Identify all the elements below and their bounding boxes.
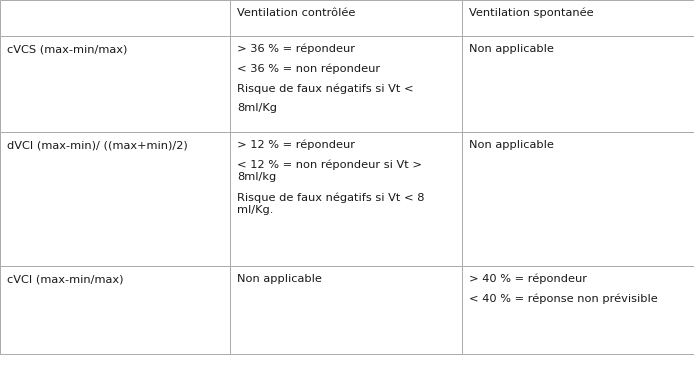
Text: < 40 % = réponse non prévisible: < 40 % = réponse non prévisible xyxy=(469,294,658,304)
Bar xyxy=(230,266,462,354)
Text: 8ml/kg: 8ml/kg xyxy=(237,172,276,182)
Bar xyxy=(462,0,694,36)
Text: < 36 % = non répondeur: < 36 % = non répondeur xyxy=(237,64,380,74)
Text: 8ml/Kg: 8ml/Kg xyxy=(237,103,277,113)
Bar xyxy=(462,266,694,354)
Text: > 36 % = répondeur: > 36 % = répondeur xyxy=(237,44,355,55)
Text: > 12 % = répondeur: > 12 % = répondeur xyxy=(237,140,355,150)
Text: Non applicable: Non applicable xyxy=(237,274,322,284)
Text: dVCI (max-min)/ ((max+min)/2): dVCI (max-min)/ ((max+min)/2) xyxy=(7,140,188,150)
Bar xyxy=(0,0,230,36)
Text: Ventilation spontanée: Ventilation spontanée xyxy=(469,8,593,18)
Bar xyxy=(0,36,230,132)
Bar xyxy=(0,266,230,354)
Text: ml/Kg.: ml/Kg. xyxy=(237,205,273,215)
Text: Risque de faux négatifs si Vt <: Risque de faux négatifs si Vt < xyxy=(237,83,414,94)
Bar xyxy=(462,132,694,266)
Text: < 12 % = non répondeur si Vt >: < 12 % = non répondeur si Vt > xyxy=(237,160,422,170)
Text: cVCI (max-min/max): cVCI (max-min/max) xyxy=(7,274,124,284)
Bar xyxy=(230,0,462,36)
Bar xyxy=(230,132,462,266)
Text: Ventilation contrôlée: Ventilation contrôlée xyxy=(237,8,355,18)
Text: Non applicable: Non applicable xyxy=(469,140,554,150)
Bar xyxy=(230,36,462,132)
Text: > 40 % = répondeur: > 40 % = répondeur xyxy=(469,274,587,284)
Bar xyxy=(0,132,230,266)
Text: cVCS (max-min/max): cVCS (max-min/max) xyxy=(7,44,128,54)
Text: Risque de faux négatifs si Vt < 8: Risque de faux négatifs si Vt < 8 xyxy=(237,192,425,203)
Text: Non applicable: Non applicable xyxy=(469,44,554,54)
Bar xyxy=(462,36,694,132)
